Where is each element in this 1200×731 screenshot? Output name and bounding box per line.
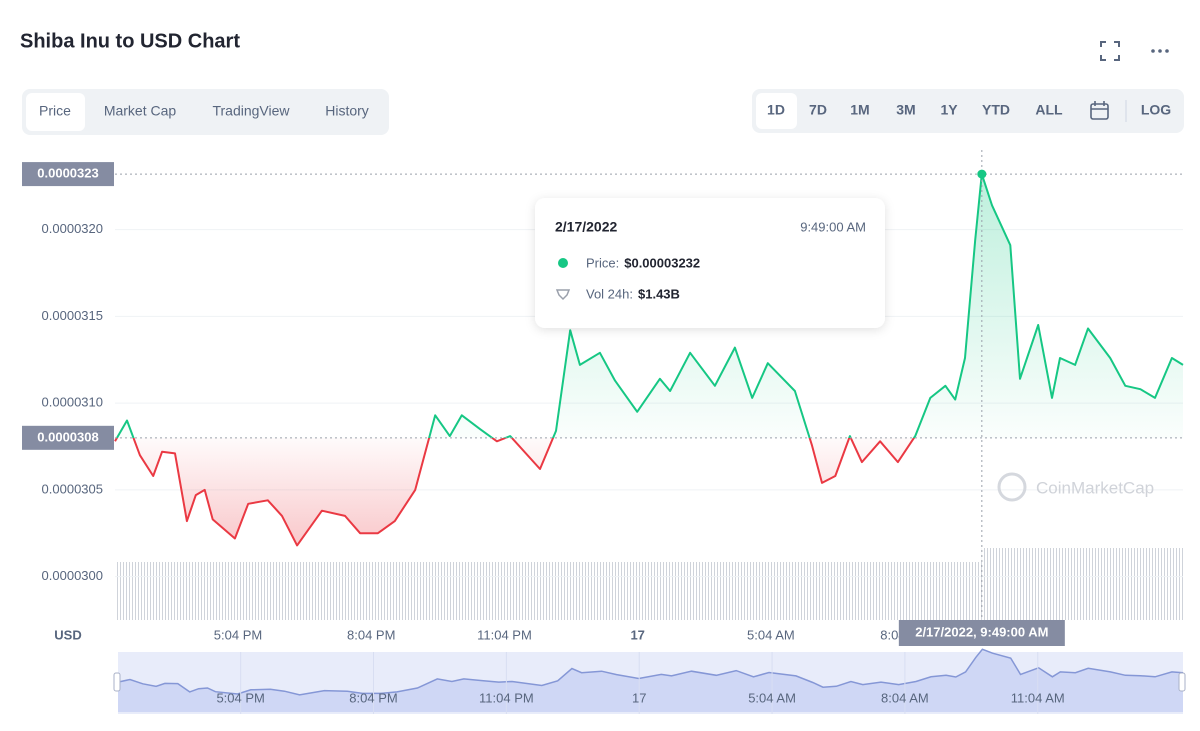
navigator-handle[interactable] [113, 672, 121, 692]
navigator-tick-label: 8:04 PM [349, 690, 397, 705]
y-tick-label: 0.0000320 [42, 221, 103, 236]
navigator-tick-label: 5:04 AM [748, 690, 796, 705]
tab[interactable]: History [325, 103, 369, 119]
x-tick-label: 8:04 PM [347, 627, 395, 642]
crosshair-y-box [22, 162, 114, 187]
range-group [752, 89, 1184, 133]
tooltip-volume-label: Vol 24h: [586, 286, 633, 301]
tab-group [22, 89, 389, 135]
watermark-logo [997, 472, 1027, 502]
tab[interactable]: Price [39, 103, 71, 119]
price-area [115, 174, 1183, 546]
range-button[interactable]: 3M [896, 102, 915, 118]
hover-point [977, 169, 987, 179]
range-button[interactable]: ALL [1035, 102, 1063, 118]
y-tick-label: 0.0000310 [42, 395, 103, 410]
price-dot [558, 258, 568, 268]
x-tick-label: 5:04 PM [214, 627, 262, 642]
navigator-tick-label: 11:04 PM [479, 690, 534, 705]
navigator-line [117, 648, 1184, 696]
navigator-tick-label: 5:04 PM [216, 690, 264, 705]
y-tick-label: 0.0000305 [42, 481, 103, 496]
x-tick-label: 17 [630, 627, 644, 642]
currency-label: USD [54, 627, 81, 642]
navigator-tick-label: 8:04 AM [881, 690, 929, 705]
tooltip-box [535, 198, 885, 328]
y-tick-label: 0.0000315 [42, 308, 103, 323]
baseline-label: 0.0000308 [37, 429, 98, 444]
chart-title: Shiba Inu to USD Chart [20, 30, 240, 52]
watermark: CoinMarketCap [1036, 478, 1154, 497]
tooltip-time: 9:49:00 AM [800, 219, 866, 234]
volume-bars [115, 562, 982, 620]
range-button[interactable]: YTD [982, 102, 1010, 118]
crosshair-x-box [898, 620, 1065, 646]
tooltip-price: $0.00003232 [624, 255, 700, 270]
tab-selected [26, 93, 85, 131]
range-button[interactable]: 7D [809, 102, 827, 118]
calendar-icon[interactable] [1090, 101, 1109, 120]
tooltip-volume: $1.43B [638, 286, 680, 301]
fullscreen-icon[interactable] [1100, 41, 1120, 61]
x-tick-label: 5:04 AM [747, 627, 795, 642]
range-button[interactable]: 1Y [940, 102, 958, 118]
navigator-tick-label: 17 [632, 690, 646, 705]
baseline-label-box [22, 425, 114, 450]
crosshair-y-label: 0.0000323 [37, 166, 98, 181]
volume-bars [981, 548, 1183, 620]
log-button[interactable]: LOG [1141, 102, 1171, 118]
tooltip-price-label: Price: [586, 255, 619, 270]
range-selected [756, 93, 797, 129]
tab[interactable]: Market Cap [104, 103, 177, 119]
price-line [114, 173, 1184, 547]
crosshair-x-label: 2/17/2022, 9:49:00 AM [915, 624, 1048, 639]
range-button[interactable]: 1D [767, 102, 785, 118]
volume-icon [555, 289, 571, 301]
navigator-tick-label: 11:04 AM [1011, 690, 1065, 705]
navigator-handle[interactable] [1178, 672, 1186, 692]
navigator-area [118, 649, 1183, 712]
tooltip-date: 2/17/2022 [555, 219, 617, 235]
y-tick-label: 0.0000300 [42, 568, 103, 583]
more-icon[interactable] [1151, 49, 1169, 53]
range-button[interactable]: 1M [850, 102, 869, 118]
x-tick-label: 11:04 PM [477, 627, 532, 642]
tab[interactable]: TradingView [212, 103, 290, 119]
